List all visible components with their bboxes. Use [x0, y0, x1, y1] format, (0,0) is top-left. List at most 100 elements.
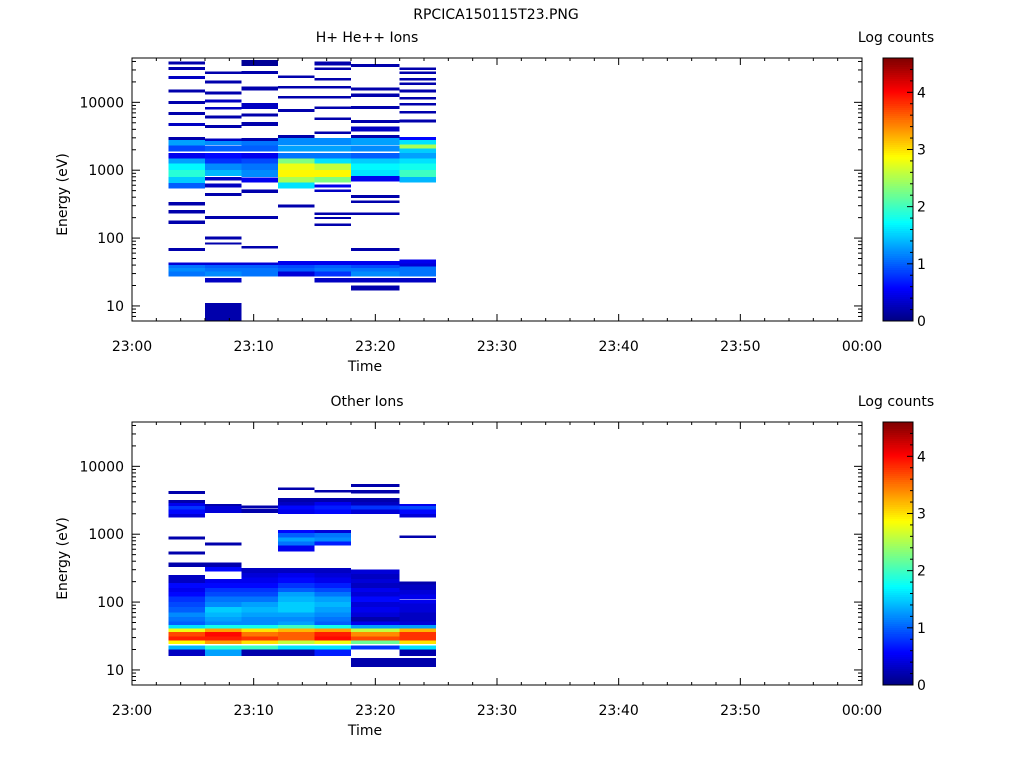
colorbar-swatch: [883, 314, 913, 318]
heatmap-cell: [205, 71, 242, 75]
heatmap-cell: [168, 136, 205, 140]
colorbar-swatch: [883, 553, 913, 557]
heatmap-cell: [241, 102, 278, 109]
heatmap-cell: [314, 592, 351, 597]
colorbar-swatch: [883, 226, 913, 230]
heatmap-cell: [205, 566, 242, 572]
colorbar-swatch: [883, 78, 913, 82]
heatmap-cell: [168, 649, 205, 657]
heatmap-cell: [314, 95, 351, 99]
x-tick-label: 23:10: [233, 339, 273, 355]
heatmap-cell: [278, 537, 315, 542]
heatmap-cell: [168, 75, 205, 80]
colorbar-swatch: [883, 498, 913, 501]
colorbar-swatch: [883, 220, 913, 223]
x-tick-label: 23:00: [112, 703, 152, 719]
heatmap-cell: [278, 265, 315, 269]
colorbar: 0 1 2 3 4 Log counts: [858, 30, 934, 330]
colorbar-swatch: [883, 487, 913, 491]
colorbar-swatch: [883, 524, 913, 528]
heatmap-cell: [241, 577, 278, 584]
colorbar-swatch: [883, 166, 913, 170]
heatmap-cell: [168, 636, 205, 641]
colorbar-swatch: [883, 463, 913, 466]
colorbar-swatch: [883, 535, 913, 538]
heatmap-cell: [399, 271, 437, 277]
heatmap-cell: [351, 621, 400, 625]
colorbar-swatch: [883, 650, 913, 653]
heatmap-cell: [278, 596, 315, 603]
y-axis-label: Energy (eV): [55, 517, 71, 600]
heatmap-cell: [399, 645, 437, 650]
heatmap-cell: [168, 499, 205, 503]
colorbar-swatch: [883, 76, 913, 80]
heatmap-cell: [399, 535, 437, 538]
colorbar-swatch: [883, 594, 913, 598]
heatmap-cell: [278, 583, 315, 589]
heatmap-cell: [278, 163, 315, 171]
heatmap-cell: [351, 602, 400, 607]
colorbar-swatch: [883, 625, 913, 629]
colorbar-swatch: [883, 111, 913, 115]
heatmap-cell: [399, 599, 437, 604]
colorbar-swatch: [883, 565, 913, 569]
heatmap-cell: [205, 617, 242, 622]
heatmap-cell: [399, 608, 437, 613]
x-axis-label: Time: [347, 359, 382, 375]
heatmap-cell: [351, 596, 400, 603]
heatmap-cell: [399, 612, 437, 618]
heatmap-cell: [351, 265, 400, 269]
colorbar-swatch: [883, 458, 913, 462]
colorbar-swatch: [883, 438, 913, 442]
colorbar-swatch: [883, 504, 913, 507]
colorbar-swatch: [883, 156, 913, 160]
heatmap-cell: [351, 247, 400, 251]
heatmap-cell: [351, 664, 400, 668]
heatmap-cell: [314, 261, 351, 266]
heatmap-cell: [205, 578, 242, 584]
colorbar-swatch: [883, 448, 913, 452]
colorbar-swatch: [883, 545, 913, 548]
heatmap-cell: [314, 567, 351, 573]
colorbar-swatch: [883, 62, 913, 65]
colorbar-swatch: [883, 72, 913, 76]
heatmap-cell: [278, 501, 315, 506]
colorbar-swatch: [883, 123, 913, 127]
heatmap-cell: [205, 303, 242, 321]
colorbar-swatch: [883, 623, 913, 627]
heatmap-cell: [241, 505, 278, 509]
heatmap-cell: [205, 542, 242, 546]
heatmap-cell: [168, 645, 205, 650]
heatmap-cell: [351, 93, 400, 97]
heatmap-cell: [241, 170, 278, 177]
heatmap-cell: [351, 195, 400, 198]
colorbar-swatch: [883, 629, 913, 633]
colorbar-swatch: [883, 290, 913, 293]
colorbar-swatch: [883, 129, 913, 133]
colorbar-swatch: [883, 261, 913, 265]
heatmap-cell: [168, 625, 205, 629]
colorbar-swatch: [883, 602, 913, 606]
heatmap-cell: [168, 202, 205, 206]
colorbar-swatch: [883, 600, 913, 604]
heatmap-cell: [351, 152, 400, 159]
heatmap-cell: [241, 246, 278, 249]
colorbar-swatch: [883, 428, 913, 431]
heatmap-cell: [399, 513, 437, 518]
colorbar-swatch: [883, 259, 913, 263]
colorbar-swatch: [883, 197, 913, 201]
heatmap-cell: [205, 632, 242, 637]
heatmap-cell: [314, 621, 351, 625]
colorbar-swatch: [883, 648, 913, 651]
heatmap-cell: [351, 617, 400, 622]
colorbar-swatch: [883, 658, 913, 661]
heatmap-cell: [168, 271, 205, 277]
colorbar-swatch: [883, 281, 913, 285]
x-tick-label: 00:00: [842, 339, 882, 355]
heatmap-cell: [205, 262, 242, 266]
heatmap-cell: [205, 596, 242, 603]
colorbar-swatch: [883, 146, 913, 149]
heatmap-cell: [399, 259, 437, 264]
colorbar-swatch: [883, 674, 913, 678]
heatmap-cell: [241, 596, 278, 603]
